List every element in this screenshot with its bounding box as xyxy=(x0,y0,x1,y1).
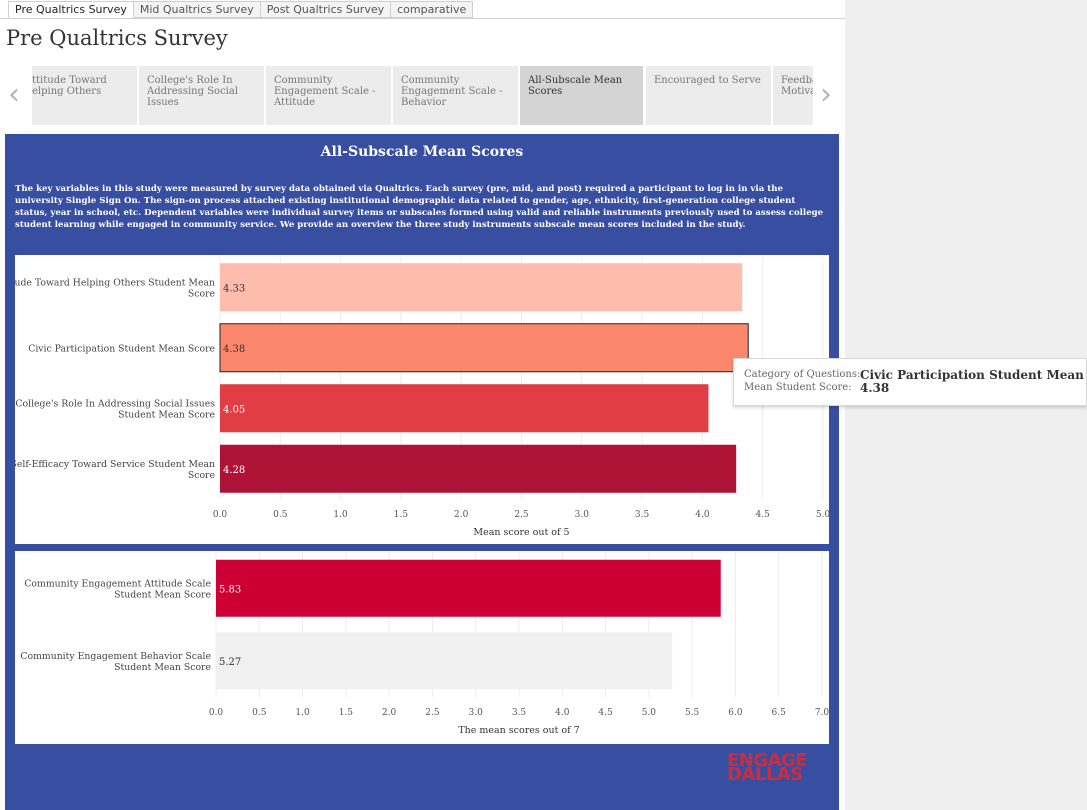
bar[interactable] xyxy=(220,384,709,433)
tick-label: 0.5 xyxy=(273,510,288,520)
tick-label: 0.0 xyxy=(213,510,228,520)
tick-label: 0.0 xyxy=(209,708,224,718)
bar[interactable] xyxy=(220,263,743,312)
tick-label: 0.5 xyxy=(252,708,267,718)
engage-dallas-logo: ENGAGE DALLAS xyxy=(727,750,817,785)
tick-label: 3.5 xyxy=(635,510,650,520)
tick-label: 4.0 xyxy=(555,708,570,718)
chevron-left-icon[interactable]: ‹ xyxy=(8,77,20,112)
data-label: 5.27 xyxy=(219,657,241,668)
tooltip-value: Civic Participation Student Mean Score xyxy=(860,368,1087,382)
subscale-chart: 4.33 Attitude Toward Helping Others Stude… xyxy=(0,257,830,538)
x-axis-title: Mean score out of 5 xyxy=(473,527,569,538)
bar[interactable] xyxy=(216,632,673,690)
chevron-right-icon[interactable]: › xyxy=(820,77,832,112)
data-label: 4.28 xyxy=(223,465,245,476)
tooltip: Category of Questions: Civic Participati… xyxy=(733,358,1087,406)
logo-line: DALLAS xyxy=(727,764,803,785)
bar[interactable] xyxy=(216,559,721,617)
tick-label: 2.5 xyxy=(514,510,529,520)
tab-comparative[interactable]: comparative xyxy=(391,1,474,18)
data-label: 4.05 xyxy=(223,404,245,415)
tick-label: 1.5 xyxy=(394,510,409,520)
tick-label: 3.0 xyxy=(575,510,590,520)
sheet-tabs: Pre Qualtrics Survey Mid Qualtrics Surve… xyxy=(8,1,474,18)
x-axis-title: The mean scores out of 7 xyxy=(458,725,579,736)
tick-label: 3.0 xyxy=(469,708,484,718)
data-label: 4.38 xyxy=(223,344,245,355)
tooltip-value: 4.38 xyxy=(860,381,890,395)
category-label: Self-Efficacy Toward Service Student Mea… xyxy=(15,459,215,481)
story-point[interactable]: Encouraged to Serve xyxy=(646,66,771,125)
tick-label: 7.0 xyxy=(815,708,829,718)
story-point[interactable]: ttitude Toward elping Others xyxy=(32,66,137,125)
story-point[interactable]: Feedba Motiva xyxy=(773,66,813,125)
tick-label: 5.0 xyxy=(816,510,829,520)
data-label: 5.83 xyxy=(219,584,241,595)
tick-label: 2.0 xyxy=(454,510,469,520)
tick-label: 2.0 xyxy=(382,708,397,718)
tick-label: 1.5 xyxy=(339,708,354,718)
page-title: Pre Qualtrics Survey xyxy=(6,26,228,50)
community-chart: 5.83 Community Engagement Attitude Scale S… xyxy=(20,552,829,736)
tick-label: 5.5 xyxy=(685,708,700,718)
tooltip-label: Mean Student Score: xyxy=(744,382,852,393)
story-point[interactable]: College's Role In Addressing Social Issu… xyxy=(139,66,264,125)
category-label: College's Role In Addressing Social Issu… xyxy=(15,398,215,420)
tooltip-row-score: Mean Student Score: 4.38 xyxy=(734,381,1086,395)
dashboard-description: The key variables in this study were mea… xyxy=(15,184,824,230)
tab-pre-survey[interactable]: Pre Qualtrics Survey xyxy=(8,1,134,18)
category-label: Community Engagement Behavior Scale Stude… xyxy=(20,651,211,673)
dashboard-title: All-Subscale Mean Scores xyxy=(320,144,524,160)
tick-label: 6.0 xyxy=(728,708,743,718)
tick-label: 1.0 xyxy=(295,708,310,718)
story-point[interactable]: Community Engagement Scale - Behavior xyxy=(393,66,518,125)
tick-label: 4.5 xyxy=(756,510,771,520)
category-label: Civic Participation Student Mean Score xyxy=(28,343,215,354)
category-label: Attitude Toward Helping Others Student M… xyxy=(15,277,215,299)
bar[interactable] xyxy=(220,444,737,493)
tab-mid-survey[interactable]: Mid Qualtrics Survey xyxy=(133,1,261,18)
story-point[interactable]: Community Engagement Scale - Attitude xyxy=(266,66,391,125)
dashboard: All-Subscale Mean Scores The key variabl… xyxy=(0,134,839,810)
chart-box-community: 5.83 Community Engagement Attitude Scale S… xyxy=(15,551,829,744)
tick-label: 5.0 xyxy=(642,708,657,718)
tab-divider xyxy=(0,18,845,19)
story-navigator: ‹ ttitude Toward elping Others College's… xyxy=(0,64,845,128)
tick-label: 4.0 xyxy=(695,510,710,520)
category-label: Community Engagement Attitude Scale Stude… xyxy=(24,578,211,600)
tick-label: 6.5 xyxy=(772,708,787,718)
tab-post-survey[interactable]: Post Qualtrics Survey xyxy=(260,1,392,18)
story-point-active[interactable]: All-Subscale Mean Scores xyxy=(520,66,643,125)
data-label: 4.33 xyxy=(223,283,245,294)
tooltip-label: Category of Questions: xyxy=(744,369,861,380)
chart-box-subscales: 4.33 Attitude Toward Helping Others Stude… xyxy=(0,255,830,544)
bar[interactable] xyxy=(219,323,749,373)
tick-label: 1.0 xyxy=(333,510,348,520)
tick-label: 2.5 xyxy=(425,708,440,718)
tooltip-row-category: Category of Questions: Civic Participati… xyxy=(734,368,1087,382)
logo-line: ENGAGE xyxy=(727,750,808,771)
tick-label: 4.5 xyxy=(598,708,613,718)
tick-label: 3.5 xyxy=(512,708,527,718)
